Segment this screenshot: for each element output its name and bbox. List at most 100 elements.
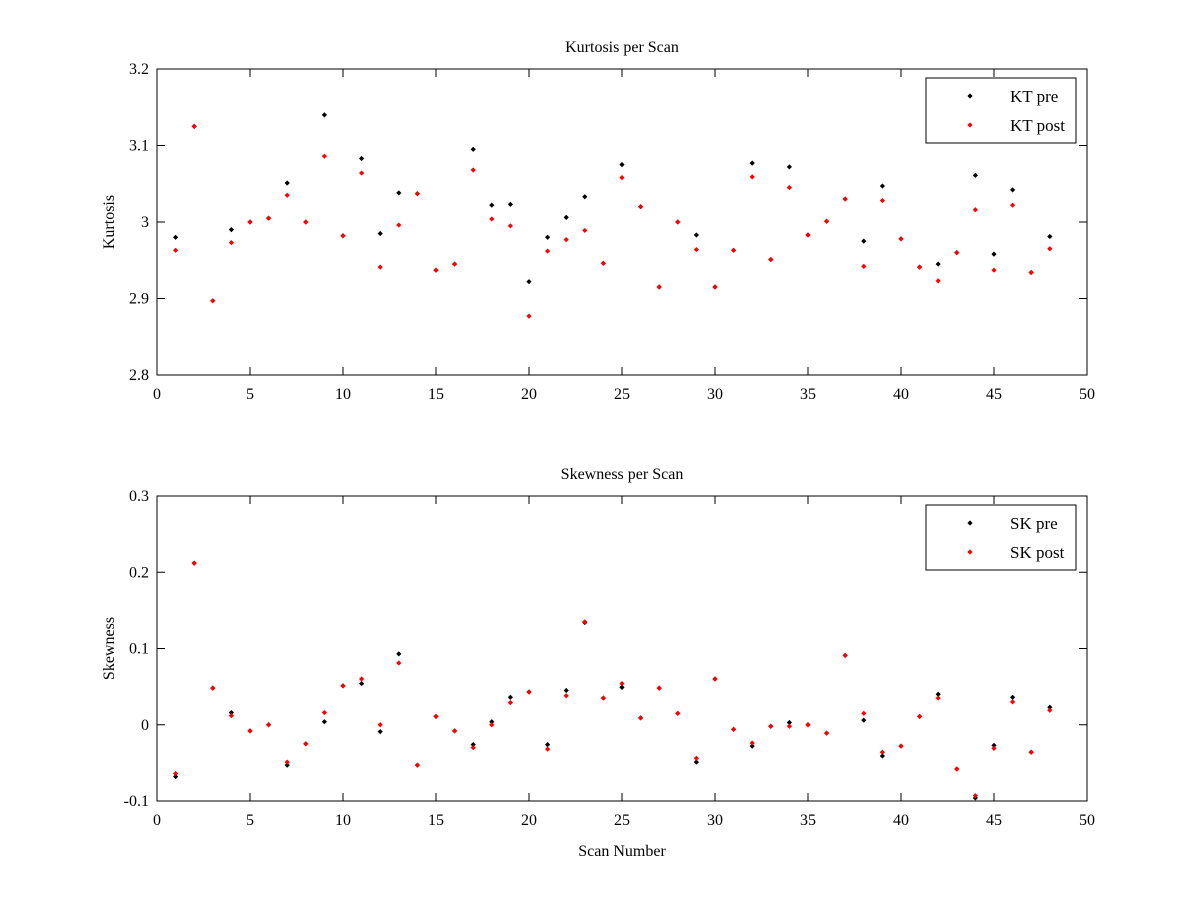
x-tick-label: 40 [893, 386, 909, 403]
data-point [563, 687, 569, 694]
data-point [1010, 202, 1016, 208]
data-point [321, 153, 327, 159]
legend-box [925, 504, 1077, 571]
data-point [489, 216, 495, 222]
data-point [861, 717, 867, 723]
data-point [1047, 707, 1053, 713]
x-axis-label: Scan Number [578, 843, 666, 860]
data-point [173, 234, 179, 240]
data-point [1028, 749, 1034, 755]
legend-box [925, 77, 1077, 144]
x-tick-label: 45 [986, 386, 1002, 403]
series-sk-post [173, 560, 1053, 799]
chart-panel-2: 0 5 10 15 20 25 30 35 40 45 50-0.100.10.20.3Skewne… [101, 466, 1095, 860]
data-point [1010, 699, 1016, 705]
data-point [693, 246, 699, 253]
data-point [377, 722, 383, 728]
data-point [489, 202, 495, 208]
data-point [452, 728, 458, 734]
data-point [991, 251, 997, 257]
legend-label: SK post [1010, 543, 1065, 562]
data-point [1010, 694, 1016, 700]
data-point [173, 247, 179, 253]
data-point [228, 227, 234, 233]
data-point [991, 745, 997, 751]
data-point [898, 743, 904, 749]
data-point [507, 700, 513, 706]
x-tick-label: 50 [1079, 386, 1095, 403]
data-point [786, 719, 792, 726]
data-point [879, 197, 885, 204]
data-point [693, 232, 699, 238]
data-point [284, 759, 290, 765]
data-point [396, 651, 402, 657]
y-axis-label: Skewness [101, 617, 118, 680]
data-point [638, 204, 644, 210]
data-point [526, 313, 532, 319]
data-point [340, 233, 346, 239]
data-point [1028, 269, 1034, 276]
data-point [675, 710, 681, 716]
legend-marker [967, 549, 973, 555]
data-point [470, 745, 476, 751]
data-point [935, 278, 941, 284]
data-point [489, 719, 495, 725]
data-point [731, 726, 737, 732]
data-point [824, 730, 830, 736]
data-point [656, 685, 662, 691]
data-point [935, 691, 941, 697]
data-point [768, 256, 774, 263]
data-point [749, 174, 755, 180]
data-point [991, 267, 997, 273]
data-point [545, 746, 551, 752]
x-tick-label: 35 [800, 812, 816, 829]
data-point [675, 219, 681, 225]
x-tick-label: 5 [246, 386, 254, 403]
data-point [303, 741, 309, 747]
data-point [433, 713, 439, 719]
panels: 0 5 10 15 20 25 30 35 40 45 502.82.933.13.2Kurtosi… [101, 39, 1095, 860]
data-point [489, 722, 495, 728]
chart-title: Kurtosis per Scan [565, 39, 679, 56]
y-tick-label: 3 [141, 214, 149, 231]
data-point [749, 743, 755, 749]
x-tick-label: 25 [614, 812, 630, 829]
data-point [340, 683, 346, 689]
data-point [228, 709, 234, 716]
data-point [173, 770, 179, 777]
x-tick-label: 15 [428, 812, 444, 829]
data-point [824, 218, 830, 224]
y-tick-label: 0 [141, 717, 149, 734]
data-point [619, 175, 625, 181]
data-point [321, 709, 327, 716]
data-point [321, 719, 327, 725]
x-tick-label: 40 [893, 812, 909, 829]
data-point [786, 723, 792, 729]
data-point [470, 167, 476, 173]
data-point [582, 227, 588, 234]
legend-label: KT post [1010, 116, 1065, 135]
x-tick-label: 15 [428, 386, 444, 403]
data-point [935, 695, 941, 701]
data-point [898, 236, 904, 242]
data-point [749, 160, 755, 166]
x-tick-label: 5 [246, 812, 254, 829]
x-tick-label: 25 [614, 386, 630, 403]
y-tick-label: 2.9 [129, 291, 149, 308]
data-point [972, 207, 978, 213]
x-tick-label: 30 [707, 386, 723, 403]
data-point [210, 298, 216, 304]
data-point [247, 219, 253, 225]
data-point [954, 766, 960, 772]
data-point [526, 279, 532, 285]
data-point [377, 729, 383, 735]
data-point [210, 685, 216, 691]
data-point [507, 201, 513, 208]
data-point [284, 180, 290, 186]
data-point [228, 240, 234, 246]
data-point [731, 247, 737, 253]
data-point [433, 267, 439, 273]
data-point [470, 741, 476, 748]
data-point [414, 762, 420, 768]
data-point [247, 728, 253, 734]
